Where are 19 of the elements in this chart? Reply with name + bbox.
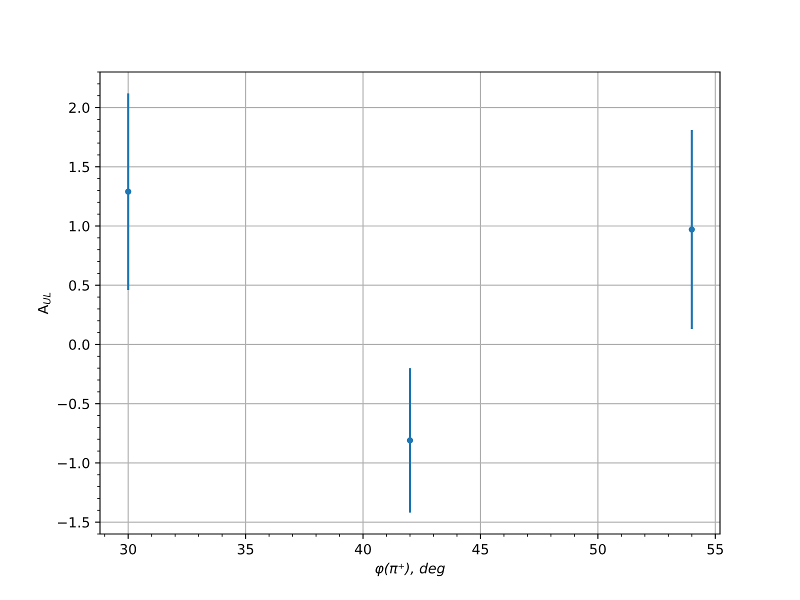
point	[688, 226, 695, 233]
point	[125, 188, 132, 195]
x-tick-label: 35	[238, 544, 254, 554]
y-axis-title: A$_{UL}$	[38, 292, 51, 314]
y-tick-label: 0.0	[69, 339, 90, 350]
x-tick-label: 50	[590, 544, 606, 554]
x-tick-label: 55	[708, 544, 723, 554]
y-tick-label: −1.5	[58, 517, 90, 528]
x-tick-label: 30	[120, 544, 136, 554]
point	[406, 437, 414, 444]
x-tick-label: 45	[472, 544, 488, 554]
x-tick-label: 40	[354, 544, 371, 554]
y-tick-label: 0.5	[69, 280, 90, 291]
y-tick-label: 1.0	[70, 220, 90, 232]
y-tick-label: 1.5	[70, 162, 90, 172]
y-tick-label: −0.5	[58, 398, 90, 410]
y-tick-label: −1.0	[58, 458, 90, 468]
x-axis-title: φ(π⁺), deg	[376, 562, 445, 576]
y-tick-label: 2.0	[69, 102, 90, 114]
